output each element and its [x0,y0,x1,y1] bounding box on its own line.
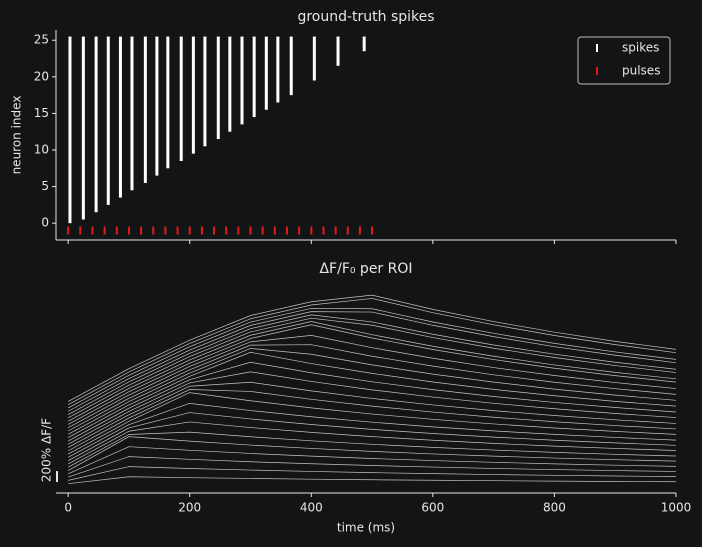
spike-column [228,36,232,132]
spike-column [179,36,183,161]
roi-trace [67,389,677,452]
roi-trace [67,335,677,429]
spike-column [362,36,366,52]
roi-trace [67,351,677,438]
roi-trace [67,307,677,409]
spike-column [336,36,340,66]
spike-column [166,36,170,169]
spike-column [106,36,110,205]
roi-trace [67,311,677,412]
spike-column [240,36,244,125]
y-tick-label: 20 [34,69,49,83]
y-tick-label: 10 [34,143,49,157]
spike-column [289,36,293,96]
legend-label: pulses [622,64,660,78]
spike-column [130,36,134,191]
spike-column [252,36,256,118]
roi-trace [67,348,677,435]
roi-trace [67,294,677,402]
spike-column [264,36,268,110]
roi-trace [68,456,677,478]
roi-trace [67,344,677,432]
spike-column [191,36,195,154]
spike-column [312,36,316,81]
y-tick-label: 0 [41,216,49,230]
y-tick-label: 25 [34,33,49,47]
roi-trace [68,466,677,481]
roi-trace [67,324,677,425]
y-tick-label: 5 [41,179,49,193]
roi-trace [68,476,677,485]
spike-column [216,36,220,140]
legend-box [577,36,671,85]
roi-trace [67,436,677,471]
roi-trace [67,298,677,405]
x-axis-label: time (ms) [337,521,395,535]
roi-trace [67,412,677,461]
spike-column [94,36,98,213]
spike-column [118,36,122,198]
y-axis-label: neuron index [10,96,24,175]
legend-label: spikes [622,41,659,55]
x-tick-label: 800 [543,501,566,515]
spike-column [81,36,85,220]
roi-trace [67,392,677,455]
x-tick-label: 600 [421,501,444,515]
roi-trace [67,317,677,419]
roi-trace [67,421,677,465]
roi-trace [67,431,677,468]
roi-trace [67,402,677,458]
spike-column [68,36,72,224]
roi-trace [67,361,677,442]
roi-trace [67,314,677,415]
top-title: ground-truth spikes [297,9,434,25]
spike-column [143,36,147,183]
x-tick-label: 0 [64,501,72,515]
spike-column [276,36,280,103]
x-tick-label: 200 [178,501,201,515]
roi-trace [67,381,677,448]
x-tick-label: 1000 [661,501,692,515]
scale-bar-label: 200% ΔF/F [40,418,54,482]
spike-column [155,36,159,176]
roi-trace [67,321,677,422]
roi-trace [68,446,677,475]
y-tick-label: 15 [34,106,49,120]
roi-trace [67,371,677,445]
spike-column [203,36,207,147]
x-tick-label: 400 [300,501,323,515]
bottom-title: ΔF/F₀ per ROI [319,261,412,277]
